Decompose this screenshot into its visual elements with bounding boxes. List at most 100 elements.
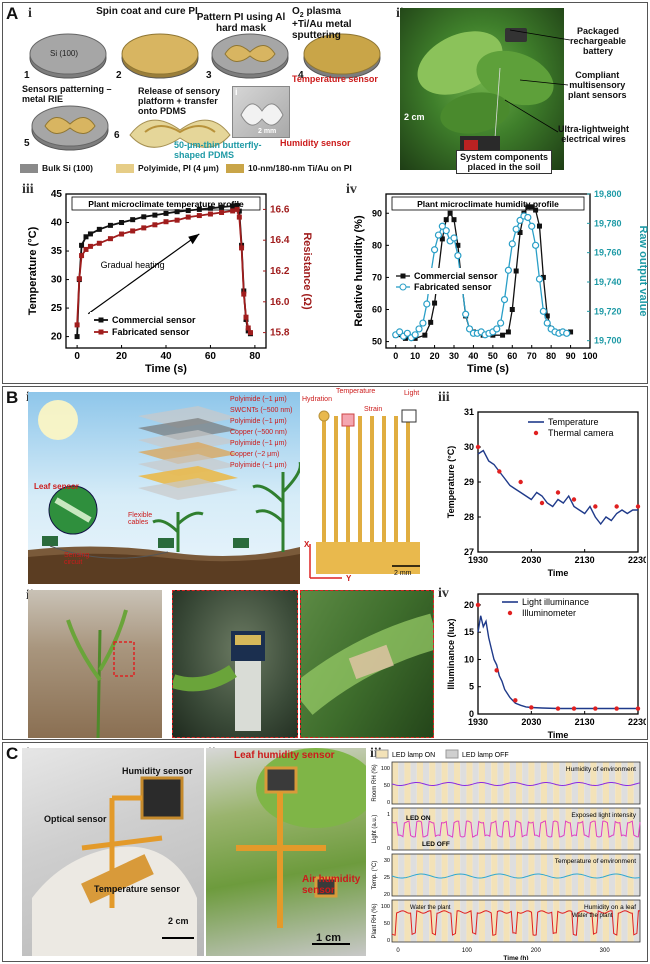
- title-box: [71, 196, 261, 211]
- led-on-band: [404, 762, 411, 804]
- led-off-band: [584, 900, 591, 942]
- led-on-band: [404, 854, 411, 896]
- led-on-band: [528, 762, 535, 804]
- axis-y-label: Y: [346, 574, 352, 583]
- step-5-label: Sensors patterning – metal RIE: [22, 84, 112, 104]
- row-title: Exposed light intensity: [571, 812, 636, 819]
- led-off-band: [435, 808, 442, 850]
- data-point: [163, 210, 169, 216]
- led-off-band: [633, 900, 640, 942]
- row-tick-label: 0: [387, 800, 390, 806]
- humidity-sensor-c-label: Humidity sensor: [122, 766, 193, 776]
- led-on-band: [528, 808, 535, 850]
- y-tick-label: 60: [372, 305, 382, 315]
- led-on-band: [416, 854, 423, 896]
- panel-b-i-label: i: [26, 390, 30, 406]
- layout-scale: 2 mm: [394, 570, 412, 577]
- data-point: [185, 208, 191, 214]
- data-point: [76, 276, 82, 282]
- data-point: [422, 332, 428, 338]
- y-tick-label: 30: [464, 442, 474, 452]
- data-point: [442, 227, 450, 235]
- data-point: [174, 209, 180, 215]
- led-off-band: [633, 854, 640, 896]
- led-on-band: [491, 762, 498, 804]
- y-axis-label: Temperature (°C): [27, 226, 39, 315]
- x-tick-label: 2030: [521, 717, 541, 727]
- led-off-band: [460, 854, 467, 896]
- step-6-label: Release of sensory platform + transfer o…: [138, 86, 221, 116]
- led-on-band: [553, 854, 560, 896]
- y-tick-label: 80: [372, 240, 382, 250]
- led-off-band: [571, 900, 578, 942]
- data-point: [243, 314, 249, 320]
- led-on-band: [454, 900, 461, 942]
- y-tick-label: 30: [51, 275, 63, 286]
- legend-off-swatch: [445, 749, 459, 759]
- led-off-band: [571, 808, 578, 850]
- axis-x-label: X: [304, 540, 310, 549]
- data-point: [395, 328, 404, 336]
- data-point: [475, 444, 481, 450]
- led-off-band: [398, 762, 405, 804]
- x-tick-label: 80: [249, 351, 261, 362]
- panel-c-label: C: [6, 744, 19, 763]
- led-off-band: [435, 900, 442, 942]
- data-point: [141, 225, 147, 231]
- temperature-sensor-label: Temperature sensor: [292, 74, 378, 84]
- data-point: [462, 310, 470, 318]
- data-point: [494, 668, 499, 673]
- step-2-label: Spin coat and cure PI: [96, 6, 198, 17]
- title-box: [391, 196, 585, 211]
- row-tick-label: 1: [387, 812, 390, 818]
- field-scene-illustration: [28, 392, 300, 584]
- x-tick-label: 0: [74, 351, 80, 362]
- legend-si-swatch: [20, 164, 38, 173]
- led-off-band: [423, 900, 430, 942]
- y-tick-label: 31: [464, 407, 474, 417]
- plot-frame: [385, 193, 591, 349]
- led-on-band: [429, 900, 436, 942]
- led-off-band: [472, 854, 479, 896]
- led-off-band: [447, 854, 454, 896]
- temperature-vs-thermal-camera-chart: 1930 2030 2130 2230 27 28 29 30 31 Time Temperatur…: [446, 407, 646, 578]
- heating-arrowhead: [188, 233, 200, 245]
- led-off-band: [522, 854, 529, 896]
- step-3-label: Pattern PI using Al hard mask: [196, 12, 286, 34]
- x-axis-label: Time: [548, 568, 569, 578]
- y-tick-label: 5: [469, 682, 474, 692]
- led-on-band: [615, 900, 622, 942]
- legend-marker: [399, 283, 407, 291]
- data-point: [539, 500, 545, 506]
- x-tick-label: 2130: [575, 555, 595, 565]
- led-on-band: [565, 762, 572, 804]
- data-point: [529, 204, 535, 210]
- led-off-band: [621, 808, 628, 850]
- data-point: [593, 706, 598, 711]
- led-on-band: [503, 762, 510, 804]
- data-point: [500, 295, 509, 304]
- legend-label: Temperature: [548, 417, 599, 427]
- led-on-band: [590, 900, 597, 942]
- x-tick-label: 20: [430, 351, 440, 361]
- y2-tick-label: 16.2: [270, 266, 290, 277]
- led-off-band: [621, 854, 628, 896]
- data-point: [152, 212, 158, 218]
- x-tick-label: 60: [507, 351, 517, 361]
- data-point: [614, 504, 619, 509]
- panel-a-ii-label: ii: [396, 6, 404, 22]
- inset-scale: 2 mm: [258, 128, 277, 135]
- row-tick-label: 20: [384, 892, 390, 898]
- x-tick-label: 40: [160, 351, 172, 362]
- sensor-layout-diagram: [309, 409, 420, 579]
- y2-tick-label: 19,740: [594, 277, 622, 287]
- wires-label: Ultra-lightweight electrical wires: [558, 124, 629, 144]
- x-axis-label: Time (s): [467, 363, 509, 375]
- led-off-band: [460, 762, 467, 804]
- legend-label: Fabricated sensor: [112, 327, 190, 337]
- plant-photo: [400, 8, 564, 170]
- led-off-band: [584, 762, 591, 804]
- data-point: [230, 208, 236, 214]
- fab-legend: Bulk Si (100) Polyimide, PI (4 μm) 10-nm…: [20, 162, 400, 176]
- row-tick-label: 100: [381, 904, 390, 910]
